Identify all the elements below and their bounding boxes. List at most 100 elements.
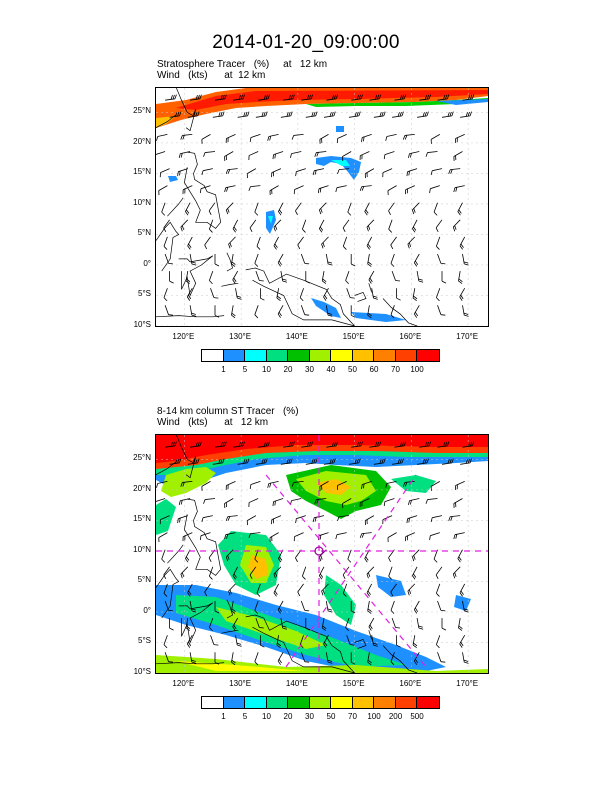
top-wind-barb bbox=[209, 270, 214, 285]
top-wind-barb bbox=[271, 168, 282, 178]
top-wind-barb bbox=[367, 305, 372, 319]
bottom-wind-barb bbox=[293, 532, 304, 542]
top-wind-barb bbox=[189, 253, 197, 266]
top-wind-barb bbox=[300, 305, 310, 316]
top-wind-barb bbox=[351, 94, 363, 101]
top-graticule bbox=[156, 88, 488, 326]
top-wind-barb bbox=[300, 253, 310, 265]
bottom-wind-barb bbox=[458, 618, 463, 631]
top-wind-barb bbox=[283, 94, 295, 101]
top-wind-barb bbox=[231, 305, 236, 319]
bottom-wind-barb bbox=[405, 532, 415, 542]
top-wind-barb bbox=[159, 168, 170, 178]
bottom-wind-barb bbox=[314, 498, 327, 504]
bottom-wind-barb bbox=[385, 481, 397, 488]
lat-tick-label: 5°N bbox=[137, 228, 151, 238]
top-wind-barb bbox=[408, 151, 420, 159]
bottom-wind-barb bbox=[425, 498, 438, 504]
bottom-graticule bbox=[156, 435, 488, 673]
colorbar-level-label: 30 bbox=[305, 365, 314, 374]
top-wind-barb bbox=[382, 168, 393, 178]
top-wind-barb bbox=[225, 168, 238, 174]
top-wind-barb bbox=[318, 219, 325, 233]
bottom-wind-barb bbox=[178, 498, 191, 506]
bottom-wind-barb bbox=[190, 441, 202, 448]
top-wind-barb bbox=[448, 168, 461, 174]
top-wind-barb bbox=[237, 111, 250, 118]
top-wind-barb bbox=[248, 151, 259, 161]
bottom-wind-barb bbox=[412, 566, 418, 580]
top-wind-barb bbox=[210, 288, 219, 299]
bottom-wind-barb bbox=[430, 481, 440, 491]
bottom-wind-barb bbox=[177, 515, 188, 524]
bottom-wind-barb bbox=[276, 635, 282, 649]
top-wind-barb bbox=[459, 236, 466, 250]
bottom-wind-barb bbox=[359, 498, 370, 508]
top-wind-barb bbox=[163, 236, 168, 250]
bottom-coastline-11 bbox=[221, 629, 239, 634]
bottom-wind-barb bbox=[366, 583, 373, 597]
top-wind-barb bbox=[318, 202, 327, 215]
top-wind-barb bbox=[272, 151, 284, 160]
bottom-wind-barb bbox=[407, 583, 416, 596]
top-wind-barb bbox=[459, 287, 466, 301]
bottom-wind-barb bbox=[158, 532, 168, 543]
top-wind-barb bbox=[388, 202, 395, 215]
top-wind-barb bbox=[254, 202, 259, 216]
bottom-wind-barb bbox=[212, 458, 225, 465]
top-wind-barb bbox=[430, 168, 443, 176]
lat-tick-label: 10°N bbox=[133, 197, 151, 207]
top-wind-barb bbox=[161, 202, 166, 216]
bottom-wind-barb bbox=[373, 458, 386, 465]
top-wind-barb bbox=[156, 134, 168, 141]
top-wind-barb bbox=[430, 134, 440, 144]
bottom-wind-barb bbox=[254, 600, 259, 614]
colorbar-swatch bbox=[331, 350, 353, 361]
bottom-wind-barb bbox=[448, 515, 461, 521]
bottom-wind-barb bbox=[366, 566, 375, 579]
bottom-panel-subtitle-wind: Wind (kts) at 12 km bbox=[157, 417, 269, 428]
bottom-wind-barb bbox=[383, 498, 395, 507]
bottom-wind-barb bbox=[437, 441, 450, 448]
bottom-wind-barb bbox=[260, 635, 265, 648]
bottom-wind-barb bbox=[325, 652, 333, 664]
bottom-wind-barb bbox=[156, 498, 166, 502]
bottom-wind-barb bbox=[406, 515, 418, 524]
colorbar-swatch bbox=[352, 350, 374, 361]
top-wind-barb bbox=[364, 202, 370, 216]
lon-tick-label: 130°E bbox=[229, 679, 252, 688]
bottom-wind-barb bbox=[346, 635, 355, 646]
bottom-wind-barb bbox=[459, 583, 466, 597]
top-wind-barb bbox=[248, 185, 261, 191]
top-wind-barb bbox=[433, 202, 438, 216]
colorbar-level-label: 50 bbox=[348, 365, 357, 374]
top-wind-barb bbox=[201, 168, 213, 176]
bottom-wind-barb bbox=[430, 515, 443, 523]
bottom-wind-barb bbox=[246, 515, 257, 526]
top-stratosphere-tracer-field bbox=[156, 88, 488, 322]
bottom-wind-barb bbox=[232, 566, 239, 580]
lat-tick-label: 5°S bbox=[138, 636, 151, 646]
bottom-wind-barb bbox=[201, 481, 211, 491]
colorbar-level-label: 500 bbox=[410, 712, 424, 721]
colorbar-level-label: 5 bbox=[242, 712, 248, 721]
top-wind-barb bbox=[302, 219, 307, 233]
bottom-wind-barb bbox=[459, 634, 466, 648]
top-wind-barb bbox=[208, 202, 216, 215]
top-panel-subtitle-wind: Wind (kts) at 12 km bbox=[157, 70, 266, 81]
bottom-wind-barb bbox=[460, 458, 472, 465]
lat-tick-label: 5°N bbox=[137, 575, 151, 585]
top-wind-barb bbox=[246, 168, 257, 179]
top-wind-barb bbox=[186, 287, 193, 301]
bottom-wind-barb bbox=[187, 458, 200, 465]
top-wind-barb bbox=[373, 111, 386, 118]
colorbar-level-label: 70 bbox=[391, 365, 400, 374]
top-wind-barb bbox=[164, 305, 174, 316]
top-wind-barb bbox=[156, 151, 166, 155]
bottom-wind-barb bbox=[387, 532, 397, 543]
top-wind-barb bbox=[367, 253, 372, 267]
bottom-wind-barb bbox=[280, 618, 288, 630]
bottom-wind-barb bbox=[255, 458, 268, 465]
bottom-wind-barb bbox=[326, 441, 339, 448]
top-wind-barb bbox=[323, 111, 336, 118]
